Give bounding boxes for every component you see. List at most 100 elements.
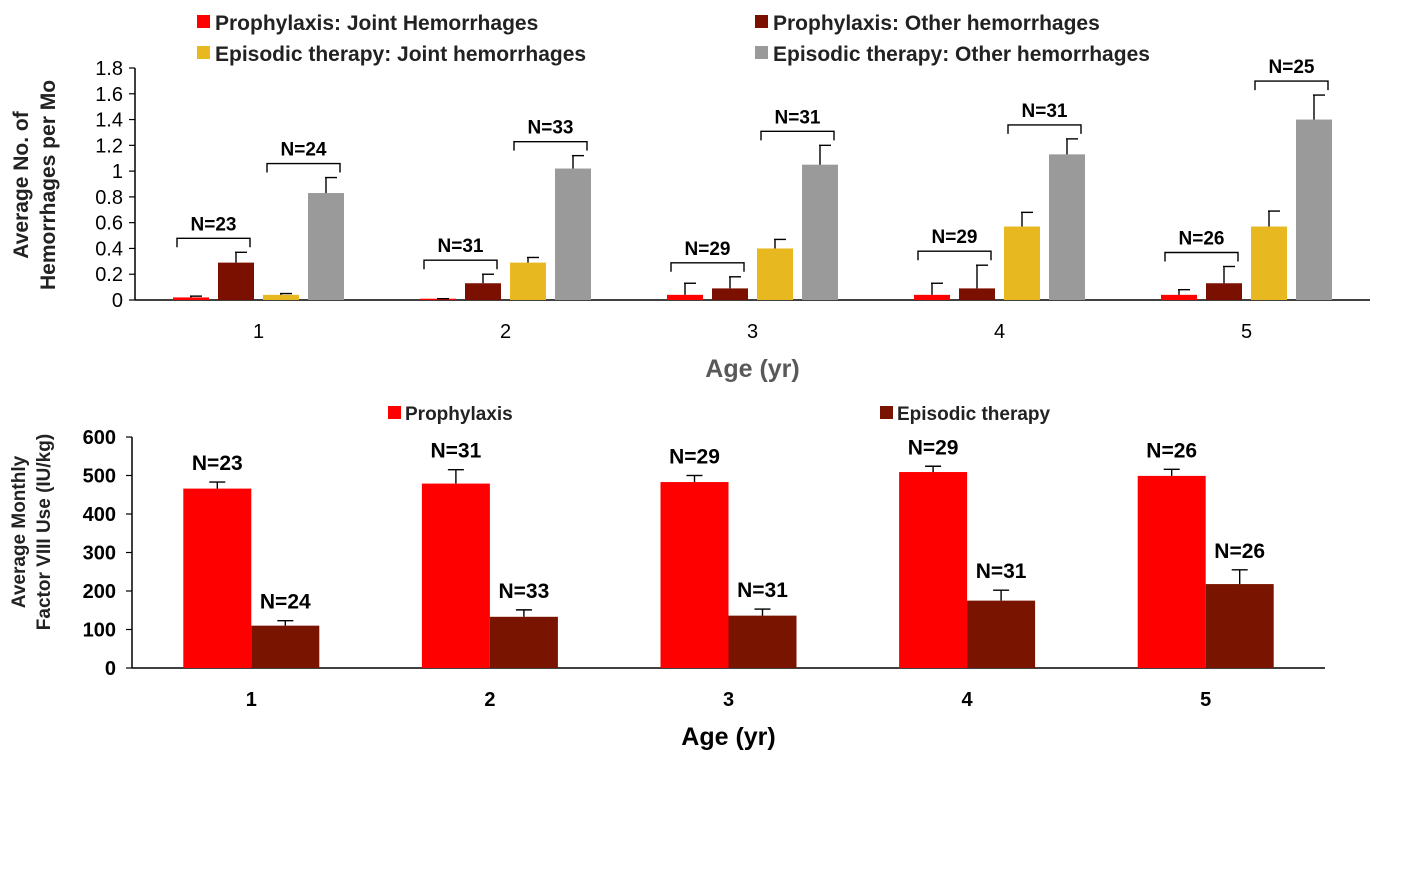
n-label: N=31	[976, 560, 1027, 583]
legend-label: Prophylaxis: Other hemorrhages	[773, 12, 1100, 35]
bar	[802, 164, 838, 300]
y-tick-label: 0.8	[95, 187, 123, 209]
y-tick-label: 0.2	[95, 264, 123, 286]
bar	[489, 616, 558, 668]
bar	[1049, 154, 1085, 300]
y-tick-label: 1.4	[95, 110, 123, 132]
n-label: N=26	[1214, 540, 1265, 563]
y-axis-title: Average Monthly Factor VIII Use (IU/kg)	[9, 434, 55, 630]
n-bracket	[423, 259, 498, 270]
bar	[757, 248, 793, 300]
y-axis-title-line: Factor VIII Use (IU/kg)	[34, 434, 55, 630]
n-label: N=23	[192, 452, 243, 475]
n-label: N=31	[438, 236, 484, 257]
n-bracket	[917, 250, 992, 261]
y-tick-label: 100	[83, 620, 116, 642]
bar	[1251, 226, 1287, 300]
y-tick-label: 1.6	[95, 84, 123, 106]
x-axis-title: Age (yr)	[705, 355, 799, 383]
bar	[1206, 283, 1242, 300]
n-label: N=24	[281, 140, 327, 161]
bar	[465, 283, 501, 300]
bar	[510, 262, 546, 300]
y-axis-title-line: Average Monthly	[9, 455, 30, 608]
n-label: N=29	[669, 446, 720, 469]
x-tick-label: 1	[253, 321, 264, 343]
n-label: N=33	[528, 118, 574, 139]
legend-label: Episodic therapy: Joint hemorrhages	[215, 43, 586, 66]
bottom-chart-factor-viii: 0 100 200 300 400 500 600 1 N=23 N=24 2 N=31 N=33 3 N=…	[9, 404, 1325, 751]
n-label: N=33	[499, 580, 550, 603]
n-label: N=26	[1179, 228, 1225, 249]
y-axis-title: Average No. of Hemorrhages per Mo	[10, 80, 60, 290]
legend-swatch	[197, 46, 210, 59]
n-bracket	[1164, 251, 1239, 262]
y-tick-label: 1.2	[95, 135, 123, 157]
bar	[421, 483, 490, 668]
y-tick-label: 0.4	[95, 238, 123, 260]
y-axis-title-line: Average No. of	[10, 110, 33, 258]
n-label: N=26	[1146, 439, 1197, 462]
x-tick-label: 2	[484, 689, 495, 711]
n-bracket	[513, 140, 588, 151]
x-axis-title: Age (yr)	[681, 723, 775, 751]
y-tick-label: 1.8	[95, 58, 123, 80]
n-label: N=24	[260, 591, 311, 614]
n-label: N=29	[932, 227, 978, 248]
bar	[183, 488, 252, 668]
x-tick-label: 5	[1241, 321, 1252, 343]
n-label: N=23	[191, 214, 237, 235]
y-axis-title-line: Hemorrhages per Mo	[37, 80, 60, 290]
legend-swatch	[880, 406, 893, 419]
top-chart-hemorrhages: 0 0.2 0.4 0.6 0.8 1 1.2 1.4 1.6 1.8 1 N=23 N=24 2 N=31…	[10, 12, 1370, 383]
legend-swatch	[755, 46, 768, 59]
bar	[1161, 294, 1197, 300]
n-bracket	[1254, 80, 1329, 91]
legend-swatch	[197, 15, 210, 28]
x-tick-label: 5	[1200, 689, 1211, 711]
y-tick-label: 0.6	[95, 213, 123, 235]
bar	[728, 615, 797, 668]
bar	[173, 297, 209, 300]
bar	[712, 288, 748, 300]
x-tick-label: 4	[962, 689, 974, 711]
bar	[263, 294, 299, 300]
n-bracket	[176, 237, 251, 248]
bar	[308, 193, 344, 300]
bar	[914, 294, 950, 300]
n-bracket	[760, 130, 835, 141]
y-tick-label: 300	[83, 543, 116, 565]
legend-swatch	[755, 15, 768, 28]
n-bracket	[1007, 124, 1082, 134]
bar	[959, 288, 995, 300]
n-label: N=31	[1022, 101, 1068, 122]
bar	[555, 168, 591, 300]
legend-label: Episodic therapy: Other hemorrhages	[773, 43, 1150, 66]
y-tick-label: 400	[83, 504, 116, 526]
x-tick-label: 2	[500, 321, 511, 343]
y-tick-label: 500	[83, 466, 116, 488]
bar	[218, 262, 254, 300]
n-bracket	[670, 262, 745, 272]
n-label: N=29	[685, 239, 731, 260]
bar	[667, 294, 703, 300]
y-tick-label: 1	[112, 161, 123, 183]
y-tick-label: 0	[112, 290, 123, 312]
x-tick-label: 1	[246, 689, 257, 711]
legend-label: Episodic therapy	[897, 404, 1051, 425]
n-label: N=29	[908, 436, 959, 459]
n-label: N=25	[1269, 57, 1315, 78]
n-label: N=31	[737, 579, 788, 602]
x-tick-label: 3	[747, 321, 758, 343]
y-tick-label: 0	[105, 658, 116, 680]
bar	[967, 600, 1036, 668]
x-tick-label: 3	[723, 689, 734, 711]
bar	[1205, 584, 1274, 668]
bar	[660, 482, 729, 668]
legend-label: Prophylaxis	[405, 404, 513, 425]
bar	[1004, 226, 1040, 300]
x-tick-label: 4	[994, 321, 1005, 343]
n-label: N=31	[431, 440, 482, 463]
bar	[251, 625, 320, 668]
